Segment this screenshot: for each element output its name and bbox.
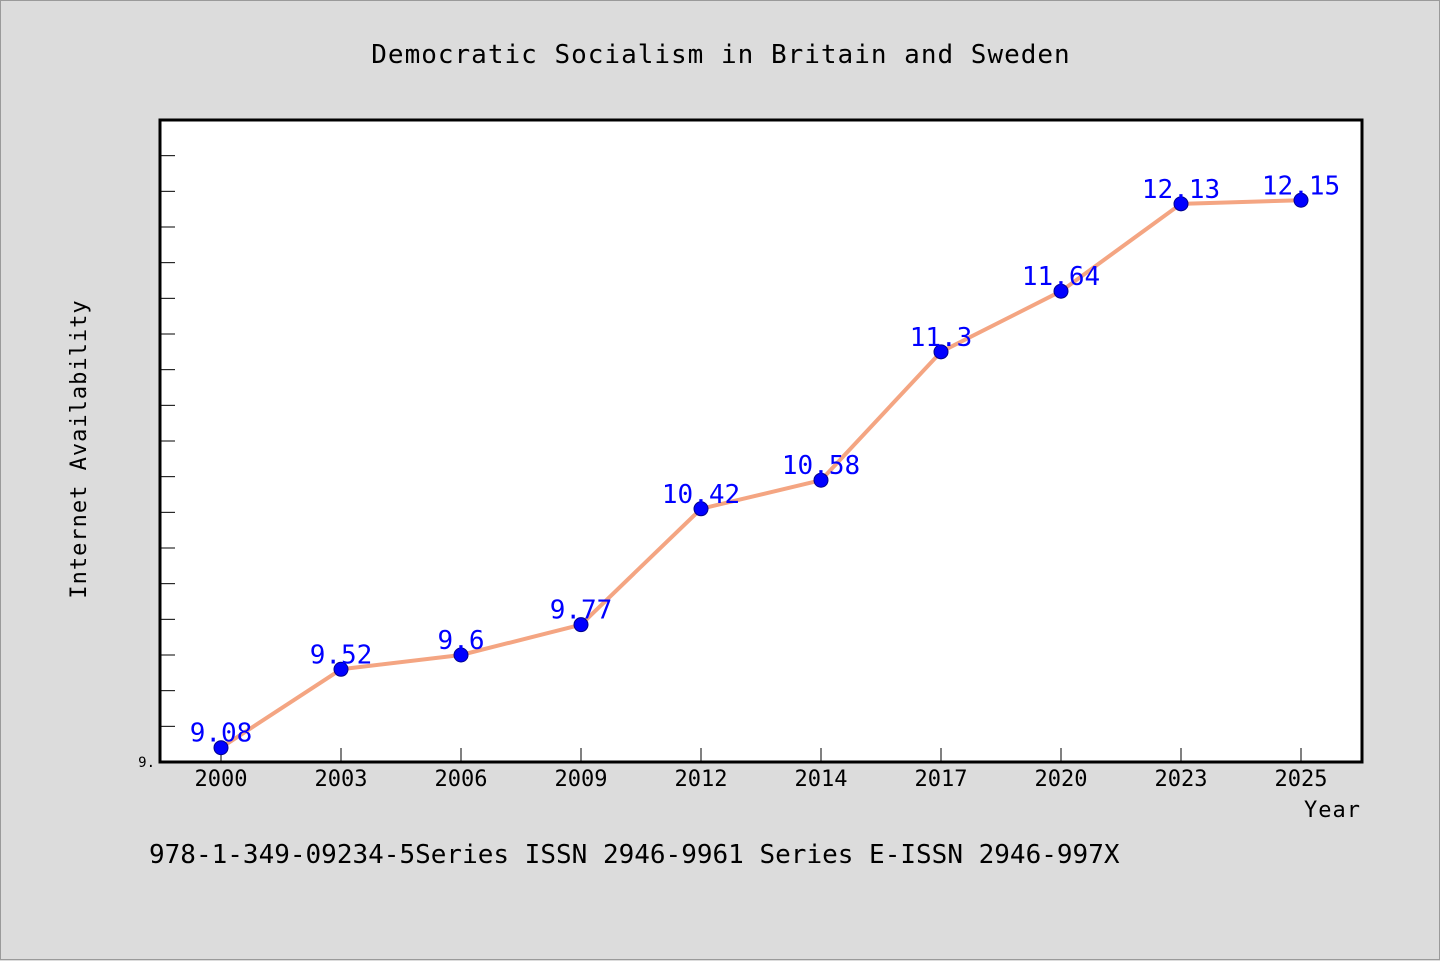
data-point (1293, 192, 1309, 208)
x-tick-label: 2006 (435, 767, 488, 792)
x-tick-label: 2000 (195, 767, 248, 792)
data-label: 10.42 (662, 480, 740, 510)
data-point (813, 472, 829, 488)
data-label: 9.52 (310, 640, 373, 670)
footer-isbn-issn: 978-1-349-09234-5Series ISSN 2946-9961 S… (149, 840, 1120, 870)
data-label: 9.6 (438, 626, 485, 656)
series-line (219, 198, 1302, 750)
data-label: 9.77 (550, 596, 613, 626)
data-label: 11.3 (910, 323, 973, 353)
data-point (573, 617, 589, 633)
data-point (933, 344, 949, 360)
data-labels: 9.08 9.52 9.6 9.77 10.42 10.58 11.3 11.64 12.13 1… (190, 171, 1340, 748)
y-axis-label: Internet Availability (67, 299, 92, 598)
x-tick-label: 2012 (675, 767, 728, 792)
x-tick-label: 2009 (555, 767, 608, 792)
data-point (453, 647, 469, 663)
data-label: 10.58 (782, 451, 860, 481)
y-axis-ticks (160, 155, 175, 727)
x-tick-label: 2023 (1155, 767, 1208, 792)
data-markers (213, 192, 1309, 756)
data-label: 11.64 (1022, 262, 1100, 292)
chart-title: Democratic Socialism in Britain and Swed… (371, 40, 1070, 70)
data-label: 12.13 (1142, 175, 1220, 205)
data-label: 9.08 (190, 719, 253, 749)
x-tick-label: 2025 (1275, 767, 1328, 792)
data-label: 12.15 (1262, 171, 1340, 201)
plot-area (158, 118, 1364, 764)
x-tick-label: 2020 (1035, 767, 1088, 792)
x-axis-tick-labels: 2000 2003 2006 2009 2012 2014 2017 2020 2023 2025 (195, 767, 1328, 792)
x-axis-label: Year (1304, 798, 1361, 823)
data-point (1053, 283, 1069, 299)
x-tick-label: 2017 (915, 767, 968, 792)
y-axis-origin-label: 9. (138, 755, 155, 771)
data-point (333, 661, 349, 677)
x-tick-label: 2003 (315, 767, 368, 792)
data-point (1173, 196, 1189, 212)
data-point (693, 501, 709, 517)
x-tick-label: 2014 (795, 767, 848, 792)
data-point (213, 740, 229, 756)
